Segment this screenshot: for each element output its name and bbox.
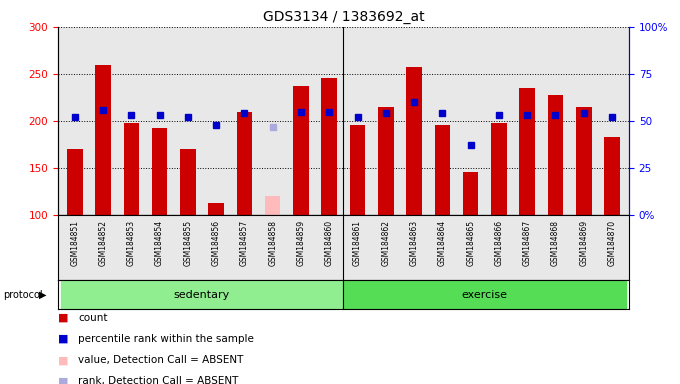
- Bar: [124, 123, 139, 215]
- Text: GSM184868: GSM184868: [551, 220, 560, 266]
- Text: sedentary: sedentary: [174, 290, 230, 300]
- Text: value, Detection Call = ABSENT: value, Detection Call = ABSENT: [78, 355, 243, 365]
- Text: GSM184870: GSM184870: [607, 220, 617, 266]
- Text: rank, Detection Call = ABSENT: rank, Detection Call = ABSENT: [78, 376, 239, 384]
- Text: percentile rank within the sample: percentile rank within the sample: [78, 334, 254, 344]
- Text: GSM184853: GSM184853: [127, 220, 136, 266]
- Bar: [547, 94, 563, 215]
- Bar: [152, 129, 167, 215]
- Text: GSM184860: GSM184860: [325, 220, 334, 266]
- Text: GSM184861: GSM184861: [353, 220, 362, 266]
- Text: protocol: protocol: [3, 290, 43, 300]
- Bar: [463, 172, 479, 215]
- Text: GSM184854: GSM184854: [155, 220, 164, 266]
- Bar: [237, 112, 252, 215]
- Text: GSM184862: GSM184862: [381, 220, 390, 266]
- Text: GSM184863: GSM184863: [409, 220, 419, 266]
- Text: GSM184866: GSM184866: [494, 220, 503, 266]
- Text: ■: ■: [58, 355, 68, 365]
- Text: ■: ■: [58, 313, 68, 323]
- Bar: [350, 125, 365, 215]
- Text: GSM184855: GSM184855: [184, 220, 192, 266]
- Text: ■: ■: [58, 334, 68, 344]
- Text: GSM184864: GSM184864: [438, 220, 447, 266]
- Text: GDS3134 / 1383692_at: GDS3134 / 1383692_at: [262, 10, 424, 23]
- Text: GSM184856: GSM184856: [211, 220, 220, 266]
- Bar: [322, 78, 337, 215]
- Bar: [378, 107, 394, 215]
- Bar: [407, 67, 422, 215]
- Text: GSM184859: GSM184859: [296, 220, 305, 266]
- Bar: [343, 280, 626, 309]
- Bar: [520, 88, 535, 215]
- Bar: [293, 86, 309, 215]
- Bar: [435, 125, 450, 215]
- Text: GSM184852: GSM184852: [99, 220, 107, 266]
- Text: GSM184858: GSM184858: [268, 220, 277, 266]
- Text: ▶: ▶: [39, 290, 47, 300]
- Bar: [605, 137, 619, 215]
- Bar: [491, 123, 507, 215]
- Bar: [95, 65, 111, 215]
- Bar: [180, 149, 196, 215]
- Text: GSM184869: GSM184869: [579, 220, 588, 266]
- Text: count: count: [78, 313, 107, 323]
- Text: ■: ■: [58, 376, 68, 384]
- Text: GSM184857: GSM184857: [240, 220, 249, 266]
- Bar: [208, 203, 224, 215]
- Text: GSM184867: GSM184867: [523, 220, 532, 266]
- Bar: [265, 196, 280, 215]
- Text: GSM184851: GSM184851: [70, 220, 80, 266]
- Bar: [67, 149, 82, 215]
- Bar: [61, 280, 343, 309]
- Text: GSM184865: GSM184865: [466, 220, 475, 266]
- Text: exercise: exercise: [462, 290, 508, 300]
- Bar: [576, 107, 592, 215]
